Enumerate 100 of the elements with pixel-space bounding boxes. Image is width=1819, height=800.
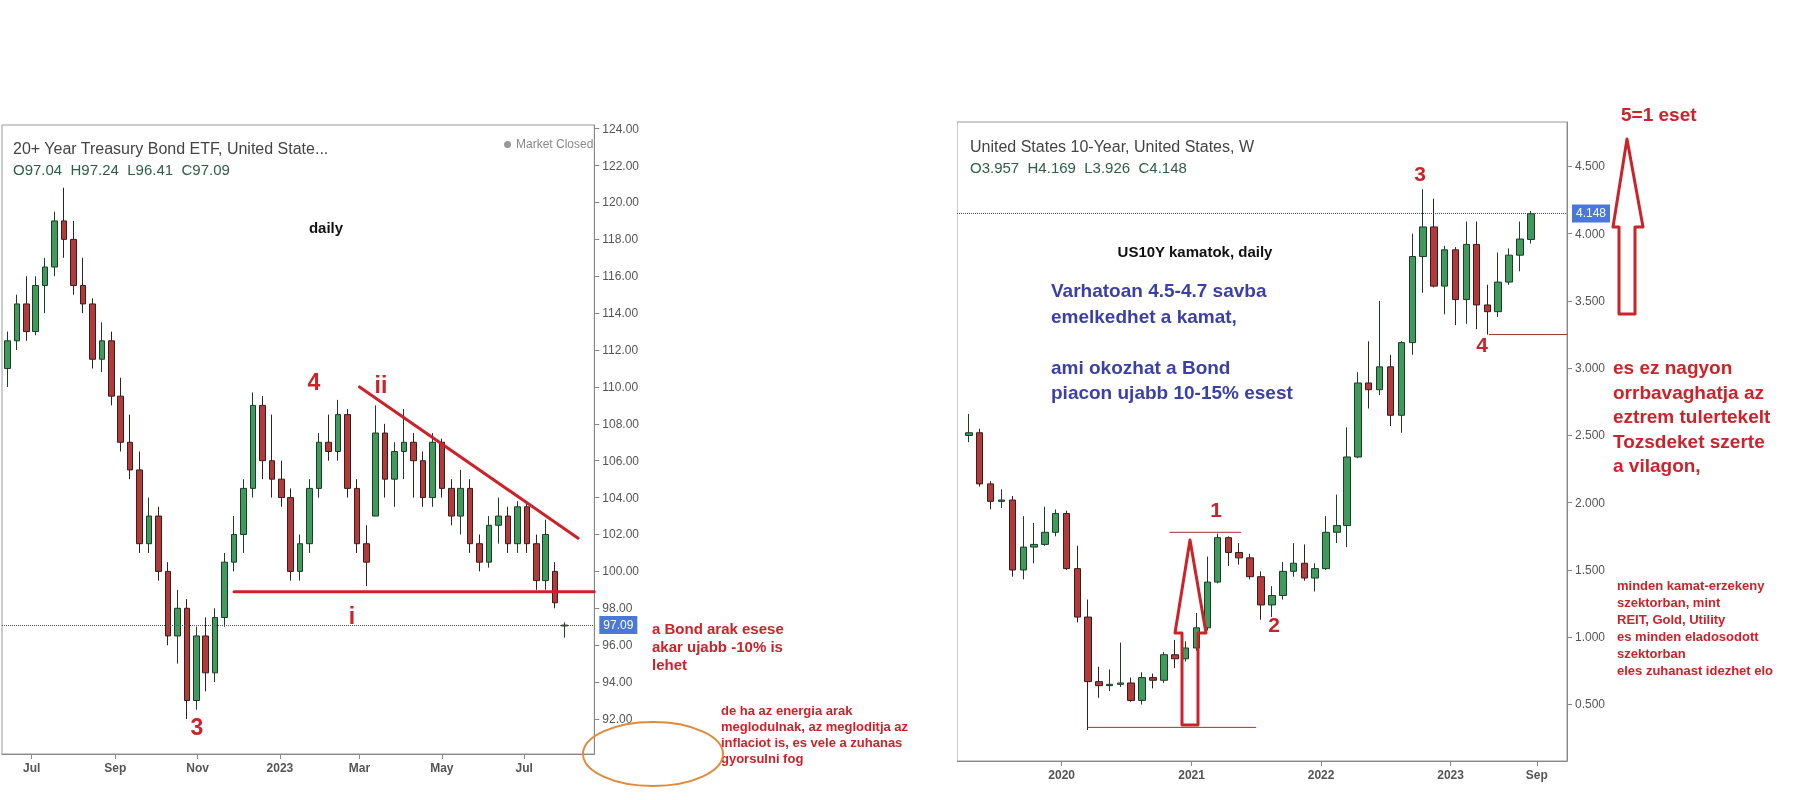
- candlestick: [476, 534, 483, 572]
- text: es ez nagyon orrbavaghatja az eztrem tulertekelt Tozsdeket szerte a vilagon,: [1613, 356, 1771, 478]
- candlestick: [1419, 188, 1427, 294]
- candlestick: [61, 187, 67, 259]
- x-tick-label: 2021: [1178, 768, 1206, 782]
- y-tick-label: 0.500: [1575, 697, 1606, 712]
- x-tick-label: May: [430, 761, 454, 775]
- candlestick: [410, 432, 417, 499]
- candlestick: [127, 414, 133, 480]
- candlestick: [278, 460, 285, 508]
- candlestick: [382, 423, 388, 499]
- candlestick: [998, 488, 1005, 509]
- candlestick: [306, 478, 313, 554]
- candlestick: [89, 297, 96, 369]
- candlestick: [1214, 533, 1221, 584]
- text: 5=1 eset: [1621, 104, 1697, 126]
- candlestick: [335, 399, 341, 462]
- y-tick-label: 4.500: [1575, 159, 1606, 174]
- y-tick-label: 3.000: [1575, 361, 1606, 376]
- candlestick: [240, 478, 247, 554]
- candlestick: [108, 331, 115, 406]
- y-tick-label: 4.000: [1575, 226, 1606, 241]
- candlestick: [70, 220, 77, 296]
- candlestick: [202, 617, 209, 692]
- candlestick: [80, 257, 86, 314]
- candlestick: [976, 428, 983, 488]
- y-tick-label: 1.500: [1575, 562, 1606, 577]
- candlestick: [287, 487, 294, 582]
- candlestick: [524, 502, 530, 554]
- text: a Bond arak esese akar ujabb -10% is lehet: [652, 620, 784, 674]
- candlestick: [1441, 245, 1448, 315]
- y-tick-label: 92.00: [602, 711, 633, 726]
- candlestick: [1106, 669, 1113, 692]
- candlestick: [1484, 284, 1491, 336]
- y-tick-label: 96.00: [602, 638, 633, 653]
- candlestick: [467, 478, 473, 554]
- ref-line-label: 97.09: [603, 618, 634, 633]
- candlestick: [1127, 677, 1135, 703]
- y-tick-label: 98.00: [602, 601, 633, 616]
- text: de ha az energia arak meglodulnak, az megloditja az inflaciot is, es vele a zuhanas gyorsulni fog: [721, 703, 909, 767]
- candlestick: [1494, 251, 1502, 318]
- candlestick: [325, 414, 332, 462]
- candlestick: [344, 408, 351, 499]
- candlestick: [184, 598, 190, 720]
- candlestick: [1171, 639, 1179, 669]
- annotation: 1: [1210, 497, 1222, 523]
- candlestick: [1204, 556, 1211, 632]
- candlestick: [1117, 642, 1124, 688]
- candlestick: [439, 438, 445, 499]
- x-tick-label: 2022: [1307, 768, 1335, 782]
- candlestick: [221, 552, 228, 628]
- y-tick-label: 120.00: [602, 195, 640, 210]
- y-tick-label: 118.00: [602, 232, 639, 247]
- candlestick: [354, 478, 360, 554]
- annotation: 4: [307, 369, 321, 395]
- y-tick-label: 114.00: [602, 306, 639, 321]
- candlestick: [505, 506, 511, 554]
- candlestick: [1041, 506, 1049, 547]
- candlestick: [1343, 426, 1351, 548]
- candlestick: [1354, 371, 1362, 459]
- candlestick: [1387, 354, 1394, 427]
- annotation: 3: [1414, 161, 1426, 187]
- candlestick: [51, 211, 58, 277]
- candlestick: [1138, 671, 1146, 705]
- candlestick: [1235, 542, 1243, 566]
- candlestick: [486, 515, 492, 569]
- candlestick: [316, 432, 322, 499]
- annotation: 4: [1476, 332, 1488, 358]
- candlestick: [514, 500, 521, 554]
- candlestick: [1527, 210, 1535, 245]
- candlestick: [363, 524, 370, 587]
- candlestick: [1160, 651, 1168, 684]
- y-tick-label: 2.000: [1575, 495, 1606, 510]
- text: minden kamat-erzekeny szektorban, mint REIT, Gold, Utility es minden eladosodott szektorban eles zuhanast idezhet elo: [1617, 577, 1774, 679]
- candlestick: [1398, 340, 1405, 434]
- candlestick: [372, 404, 379, 517]
- y-tick-label: 116.00: [602, 269, 639, 284]
- annotation: i: [348, 603, 356, 629]
- candlestick: [1009, 495, 1016, 578]
- x-tick-label: 2023: [1437, 768, 1465, 782]
- candlestick: [297, 534, 303, 582]
- candlestick: [457, 469, 464, 535]
- candlestick: [1452, 246, 1459, 326]
- candlestick: [1365, 340, 1372, 410]
- x-tick-label: Jul: [515, 761, 533, 775]
- text: United States 10-Year, United States, W: [970, 137, 1255, 155]
- y-tick-label: 3.500: [1575, 293, 1606, 308]
- y-tick-label: 108.00: [602, 416, 640, 431]
- x-tick-label: Sep: [104, 761, 127, 775]
- candlestick: [1225, 535, 1232, 567]
- candlestick: [448, 478, 455, 526]
- candlestick: [1257, 570, 1265, 621]
- y-tick-label: 1.000: [1575, 630, 1606, 645]
- candlestick: [1246, 553, 1254, 580]
- candlestick: [259, 395, 266, 480]
- candlestick: [552, 561, 558, 609]
- candlestick: [1095, 666, 1103, 699]
- y-tick-label: 112.00: [602, 343, 639, 358]
- candlestick: [965, 413, 973, 443]
- candlestick: [401, 408, 407, 480]
